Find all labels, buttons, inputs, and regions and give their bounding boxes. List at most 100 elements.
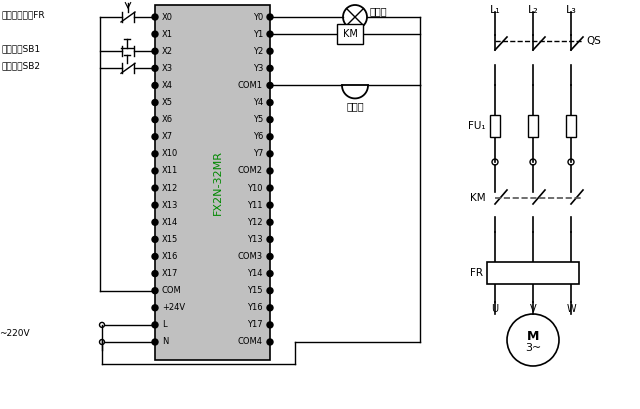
Circle shape [267,48,273,54]
Text: X17: X17 [162,269,179,278]
Text: COM4: COM4 [238,337,263,346]
Text: Y6: Y6 [253,132,263,141]
Text: ~220V: ~220V [0,329,30,338]
Circle shape [152,322,158,328]
Text: X15: X15 [162,235,179,244]
Text: FR: FR [470,268,483,278]
Text: Y16: Y16 [248,303,263,312]
Circle shape [152,134,158,140]
Circle shape [152,254,158,259]
Polygon shape [566,115,576,137]
Text: Y4: Y4 [253,98,263,107]
Circle shape [267,185,273,191]
Text: Y14: Y14 [248,269,263,278]
Circle shape [267,99,273,106]
Circle shape [152,99,158,106]
Text: X5: X5 [162,98,173,107]
Text: X14: X14 [162,218,179,227]
Circle shape [152,339,158,345]
Text: W: W [566,304,576,314]
Circle shape [152,185,158,191]
Text: Y12: Y12 [248,218,263,227]
Text: 3~: 3~ [525,343,541,353]
Polygon shape [490,115,500,137]
Text: Y2: Y2 [253,47,263,56]
Text: Y1: Y1 [253,29,263,38]
Text: X11: X11 [162,166,179,175]
Circle shape [267,271,273,276]
Text: Y10: Y10 [248,184,263,193]
Text: 热继电器触点FR: 热继电器触点FR [2,11,45,20]
Circle shape [152,288,158,294]
Text: X2: X2 [162,47,173,56]
Text: X0: X0 [162,13,173,22]
Text: L₃: L₃ [566,5,577,15]
Circle shape [152,271,158,276]
Circle shape [267,134,273,140]
Text: V: V [530,304,536,314]
Text: L₁: L₁ [490,5,500,15]
Circle shape [152,117,158,123]
Text: X13: X13 [162,201,179,210]
Text: Y3: Y3 [253,64,263,73]
Polygon shape [337,24,363,44]
Text: COM1: COM1 [238,81,263,90]
Text: FX2N-32MR: FX2N-32MR [212,150,223,215]
Text: U: U [492,304,499,314]
Text: KM: KM [470,193,486,203]
Circle shape [267,322,273,328]
Text: 停止按钮SB2: 停止按钮SB2 [2,62,41,71]
Text: X16: X16 [162,252,179,261]
Circle shape [267,83,273,88]
Circle shape [267,219,273,225]
Text: X4: X4 [162,81,173,90]
Text: X6: X6 [162,115,173,124]
Circle shape [267,151,273,157]
Text: X3: X3 [162,64,173,73]
Text: 报警铃: 报警铃 [346,101,364,111]
Circle shape [152,168,158,174]
Circle shape [267,254,273,259]
Circle shape [267,168,273,174]
Polygon shape [528,115,538,137]
Text: X12: X12 [162,184,179,193]
Text: Y13: Y13 [248,235,263,244]
Circle shape [152,14,158,20]
Circle shape [152,305,158,311]
Text: FU₁: FU₁ [468,121,486,131]
Text: Y5: Y5 [253,115,263,124]
Polygon shape [155,5,270,360]
Circle shape [152,83,158,88]
Text: COM3: COM3 [238,252,263,261]
Circle shape [267,117,273,123]
Polygon shape [487,262,579,284]
Text: Y7: Y7 [253,149,263,158]
Text: M: M [527,330,539,342]
Circle shape [267,202,273,208]
Circle shape [267,236,273,243]
Text: +24V: +24V [162,303,185,312]
Text: L: L [162,320,166,329]
Circle shape [152,48,158,54]
Text: QS: QS [586,36,601,46]
Circle shape [267,288,273,294]
Circle shape [152,65,158,71]
Circle shape [152,31,158,37]
Circle shape [267,305,273,311]
Text: COM2: COM2 [238,166,263,175]
Circle shape [267,65,273,71]
Text: Y0: Y0 [253,13,263,22]
Text: N: N [162,337,168,346]
Circle shape [152,236,158,243]
Text: Y17: Y17 [248,320,263,329]
Text: 启动按钮SB1: 启动按钮SB1 [2,45,41,54]
Text: 报警灯: 报警灯 [370,6,388,16]
Text: KM: KM [342,29,357,39]
Text: X10: X10 [162,149,179,158]
Text: L₂: L₂ [527,5,538,15]
Circle shape [152,202,158,208]
Text: COM: COM [162,286,182,295]
Text: Y11: Y11 [248,201,263,210]
Circle shape [267,31,273,37]
Circle shape [267,14,273,20]
